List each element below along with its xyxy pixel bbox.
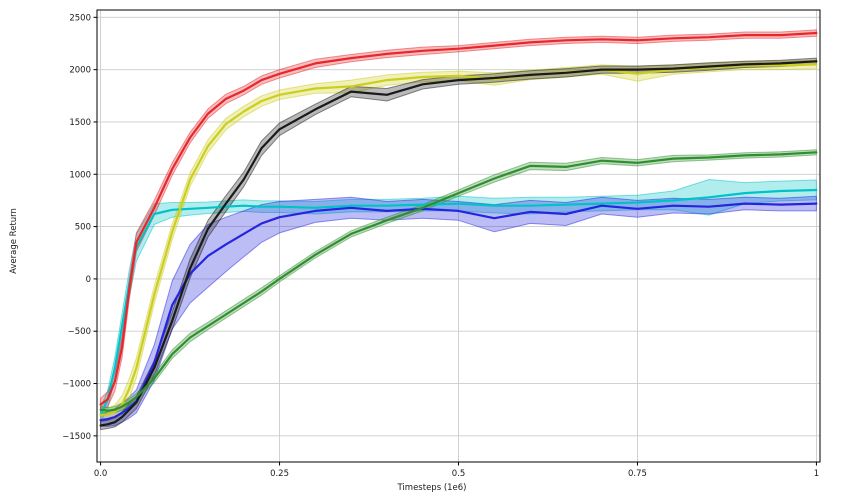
x-tick-label: 0.25 xyxy=(270,469,289,479)
black-curve xyxy=(99,60,818,427)
x-tick-label: 1 xyxy=(814,469,819,479)
y-tick-label: 1000 xyxy=(69,170,91,180)
y-axis-label: Average Return xyxy=(9,208,19,274)
yellow-curve-band xyxy=(100,59,817,421)
y-tick-label: −500 xyxy=(68,327,91,337)
x-tick-label: 0.0 xyxy=(94,469,108,479)
y-tick-label: 2500 xyxy=(69,13,91,23)
x-tick-label: 0.75 xyxy=(628,469,647,479)
y-tick-label: 500 xyxy=(75,223,91,233)
yellow-curve xyxy=(99,63,818,416)
green-curve xyxy=(99,151,818,412)
y-tick-label: 1500 xyxy=(69,118,91,128)
y-tick-label: −1000 xyxy=(62,380,91,390)
green-curve-band xyxy=(100,149,817,415)
x-axis-label: Timesteps (1e6) xyxy=(397,483,467,493)
x-tick-label: 0.5 xyxy=(452,469,466,479)
red-curve-band xyxy=(100,29,817,412)
red-curve xyxy=(99,31,818,406)
y-tick-label: −1500 xyxy=(62,432,91,442)
y-tick-label: 0 xyxy=(86,275,91,285)
y-tick-label: 2000 xyxy=(69,66,91,76)
